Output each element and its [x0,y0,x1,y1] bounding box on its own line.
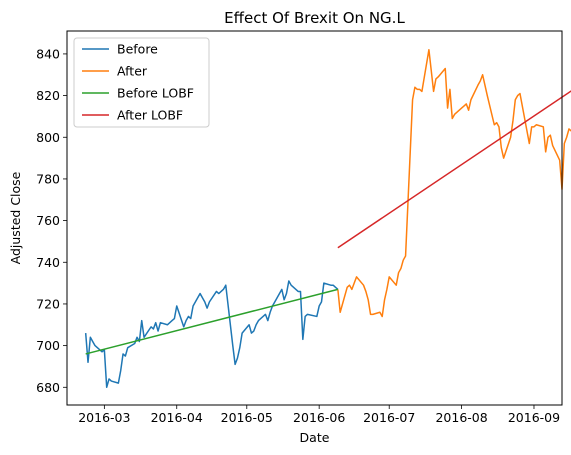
y-tick-label: 680 [36,380,60,395]
legend-label: After LOBF [117,108,183,123]
y-axis-title: Adjusted Close [8,171,23,264]
y-tick-label: 700 [36,338,60,353]
x-axis-title: Date [300,430,330,445]
x-tick-label: 2016-05 [221,410,273,425]
y-tick-label: 720 [36,296,60,311]
legend: Before After Before LOBF After LOBF [73,37,210,128]
y-tick-label: 760 [36,213,60,228]
legend-label: Before [117,42,158,57]
y-tick-label: 800 [36,130,60,145]
x-tick-label: 2016-06 [293,410,345,425]
y-axis: 680 700 720 740 760 780 800 820 840 [36,46,67,395]
plot-area [66,30,571,406]
legend-label: After [117,64,148,79]
series-line-after-lobf [337,90,571,249]
legend-label: Before LOBF [117,86,194,101]
legend-box [73,37,210,128]
x-tick-label: 2016-04 [151,410,203,425]
y-tick-label: 780 [36,171,60,186]
chart-title: Effect Of Brexit On NG.L [224,9,405,27]
x-tick-label: 2016-07 [363,410,415,425]
x-tick-label: 2016-09 [508,410,560,425]
series-line-after [337,49,571,318]
x-tick-label: 2016-03 [78,410,130,425]
y-tick-label: 820 [36,88,60,103]
x-tick-label: 2016-08 [435,410,487,425]
y-tick-label: 840 [36,46,60,61]
plot-frame [66,30,563,406]
series-line-before-lobf [85,288,339,355]
series-line-before [84,280,339,389]
series-lines [84,49,571,389]
x-axis: 2016-03 2016-04 2016-05 2016-06 2016-07 2016-… [78,405,560,425]
y-tick-label: 740 [36,255,60,270]
